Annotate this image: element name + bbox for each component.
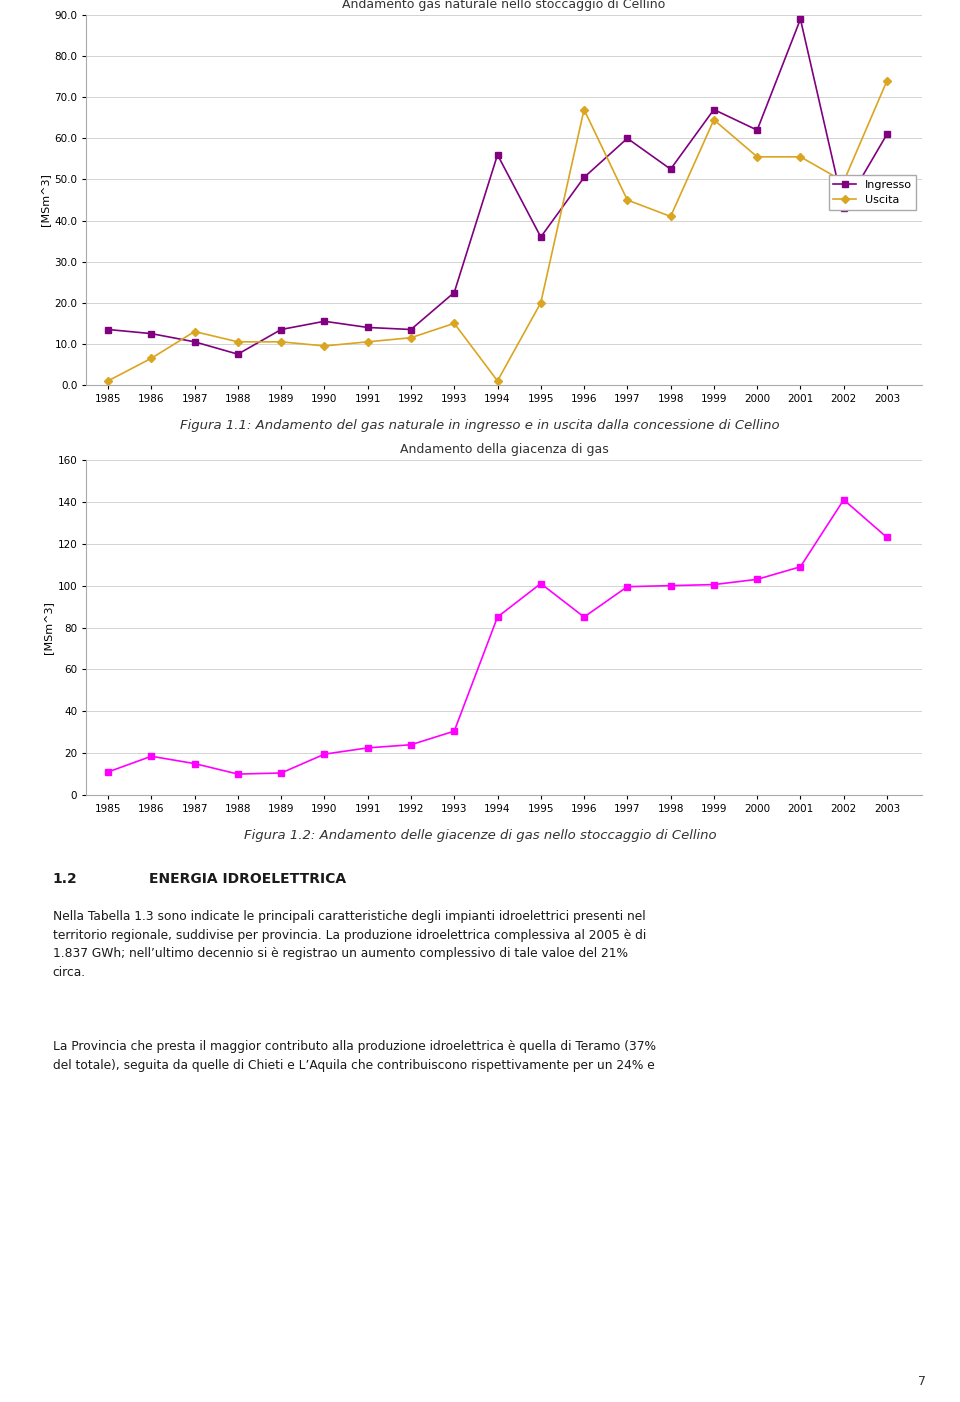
Text: La Provincia che presta il maggior contributo alla produzione idroelettrica è qu: La Provincia che presta il maggior contr… <box>53 1040 656 1071</box>
Title: Andamento della giacenza di gas: Andamento della giacenza di gas <box>399 443 609 456</box>
Text: Nella Tabella 1.3 sono indicate le principali caratteristiche degli impianti idr: Nella Tabella 1.3 sono indicate le princ… <box>53 910 646 979</box>
Text: Figura 1.2: Andamento delle giacenze di gas nello stoccaggio di Cellino: Figura 1.2: Andamento delle giacenze di … <box>244 829 716 841</box>
Title: Andamento gas naturale nello stoccaggio di Cellino: Andamento gas naturale nello stoccaggio … <box>343 0 665 11</box>
Text: 7: 7 <box>919 1375 926 1388</box>
Text: 1.2: 1.2 <box>53 872 78 886</box>
Y-axis label: [MSm^3]: [MSm^3] <box>40 174 50 227</box>
Legend: Ingresso, Uscita: Ingresso, Uscita <box>829 175 916 210</box>
Y-axis label: [MSm^3]: [MSm^3] <box>43 601 54 653</box>
Text: ENERGIA IDROELETTRICA: ENERGIA IDROELETTRICA <box>149 872 346 886</box>
Text: Figura 1.1: Andamento del gas naturale in ingresso e in uscita dalla concessione: Figura 1.1: Andamento del gas naturale i… <box>180 419 780 432</box>
